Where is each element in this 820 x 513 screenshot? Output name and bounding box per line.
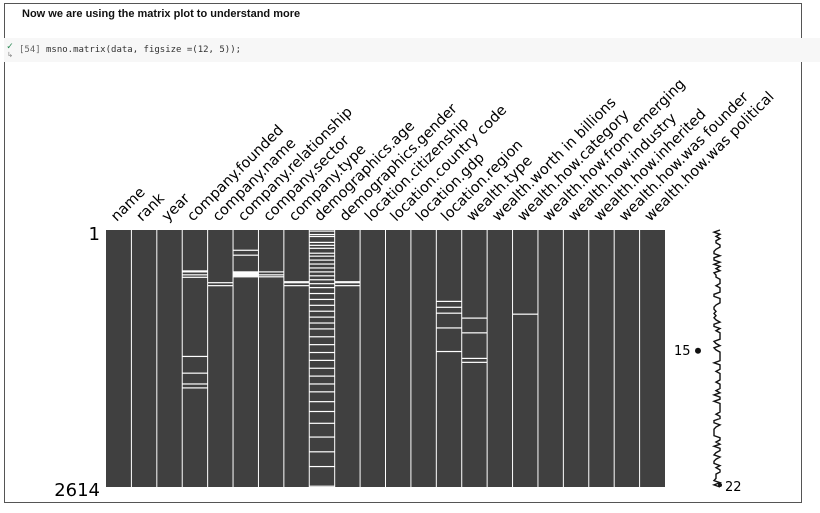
- missing-value-line: [436, 300, 462, 302]
- missing-value-line: [334, 281, 361, 283]
- missing-value-line: [309, 259, 335, 261]
- missing-value-line: [309, 359, 335, 361]
- code-text[interactable]: msno.matrix(data, figsize =(12, 5));: [46, 45, 242, 55]
- row-label-last: 2614: [54, 480, 100, 501]
- check-icon[interactable]: ✓ ↳: [6, 41, 14, 60]
- missing-value-line: [512, 313, 538, 315]
- sparkline-label-min: 15: [674, 344, 691, 359]
- missing-value-line: [309, 391, 335, 393]
- missing-value-line: [233, 273, 259, 275]
- sparkline-max-marker: [718, 483, 722, 487]
- missing-value-line: [309, 233, 335, 236]
- missing-value-line: [233, 249, 259, 251]
- missing-value-line: [309, 287, 335, 289]
- missing-value-line: [309, 422, 335, 424]
- output-frame: [4, 3, 802, 503]
- missing-value-line: [283, 285, 310, 287]
- missing-value-line: [309, 255, 335, 257]
- missing-value-line: [309, 465, 335, 468]
- column-label: year: [159, 191, 193, 225]
- missing-value-line: [309, 310, 335, 312]
- missing-value-line: [233, 254, 259, 256]
- missing-value-line: [309, 436, 335, 438]
- missing-value-line: [283, 282, 310, 284]
- missing-value-line: [309, 267, 335, 269]
- missing-value-line: [258, 276, 284, 278]
- missing-value-line: [182, 276, 208, 278]
- missing-value-line: [233, 274, 259, 276]
- sparkline-path: [711, 229, 723, 488]
- missing-value-line: [309, 230, 335, 232]
- missing-value-line: [461, 357, 488, 360]
- missing-value-line: [182, 355, 208, 358]
- execution-count: [54]: [19, 45, 41, 55]
- sparkline-min-marker: [695, 347, 701, 354]
- missing-value-line: [182, 270, 208, 272]
- missing-value-line: [436, 350, 462, 353]
- missing-value-line: [461, 332, 488, 334]
- output-toggle-icon[interactable]: ↳: [7, 52, 13, 59]
- missing-value-line: [182, 372, 208, 374]
- missing-value-line: [309, 304, 335, 306]
- missing-value-line: [309, 410, 335, 413]
- missing-value-line: [182, 271, 208, 273]
- missing-value-line: [309, 252, 335, 254]
- missing-value-line: [182, 274, 208, 276]
- missing-value-line: [309, 451, 335, 453]
- section-heading: Now we are using the matrix plot to unde…: [22, 8, 301, 20]
- matrix: [106, 230, 665, 487]
- missing-value-line: [182, 387, 208, 389]
- missing-value-line: [309, 316, 335, 318]
- missing-value-line: [233, 272, 259, 274]
- missing-value-line: [207, 285, 234, 287]
- missing-value-line: [309, 292, 335, 295]
- missing-value-line: [309, 328, 335, 330]
- missing-value-line: [309, 336, 335, 338]
- missing-value-line: [233, 275, 259, 277]
- missing-value-line: [233, 276, 259, 278]
- missing-value-line: [436, 327, 462, 329]
- missing-value-line: [309, 344, 335, 346]
- missing-value-line: [309, 375, 335, 377]
- missing-value-line: [309, 383, 335, 385]
- missing-value-line: [283, 281, 310, 283]
- missing-value-line: [309, 322, 335, 324]
- missing-value-line: [309, 244, 335, 246]
- missing-value-line: [334, 282, 361, 284]
- column-labels: namerankyearcompany.foundedcompany.namec…: [108, 76, 777, 225]
- missing-value-line: [309, 247, 335, 249]
- completeness-sparkline: [695, 229, 723, 488]
- missing-value-line: [233, 271, 259, 273]
- missing-value-line: [309, 401, 335, 403]
- missing-value-line: [207, 282, 234, 284]
- missing-value-line: [436, 306, 462, 308]
- missing-value-line: [309, 367, 335, 369]
- missing-value-line: [182, 383, 208, 385]
- missing-value-line: [461, 317, 488, 319]
- missing-value-line: [258, 274, 284, 276]
- missing-value-line: [309, 235, 335, 238]
- missing-value-line: [309, 485, 335, 487]
- missing-value-line: [258, 271, 284, 273]
- missing-value-line: [309, 241, 335, 243]
- missing-value-line: [309, 275, 335, 277]
- sparkline-label-max: 22: [725, 480, 742, 495]
- missing-value-line: [309, 279, 335, 281]
- code-cell[interactable]: [4, 38, 820, 62]
- missing-value-line: [309, 271, 335, 273]
- missing-value-line: [309, 283, 335, 285]
- row-label-first: 1: [89, 224, 100, 245]
- missing-value-line: [309, 298, 335, 301]
- missing-value-line: [436, 312, 462, 314]
- missing-value-line: [309, 263, 335, 265]
- missing-value-line: [461, 361, 488, 363]
- missing-value-line: [309, 351, 335, 354]
- missing-value-line: [334, 285, 361, 287]
